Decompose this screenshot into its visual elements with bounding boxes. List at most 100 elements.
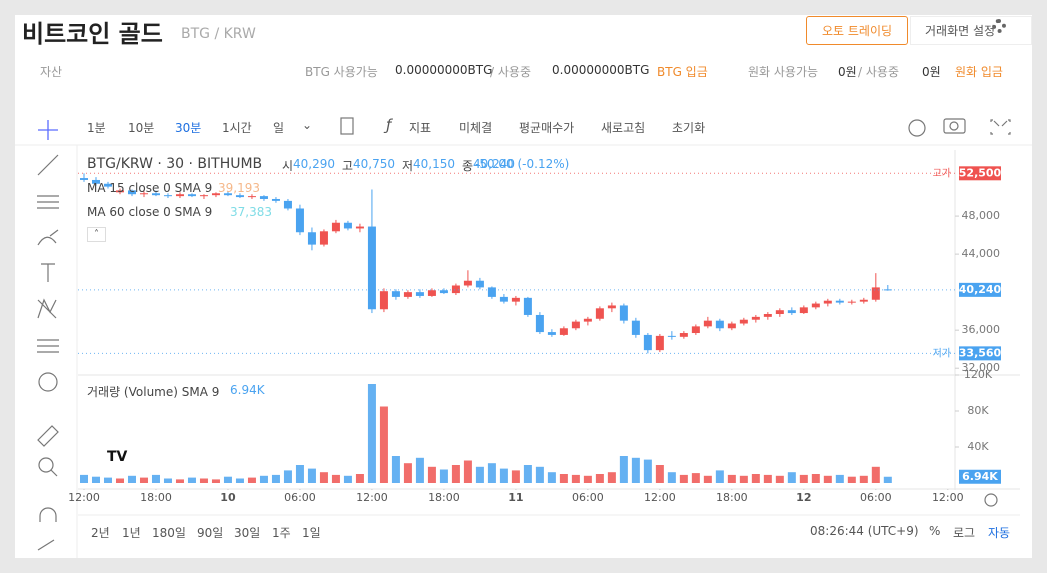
- interval-button[interactable]: 일: [273, 121, 285, 135]
- volume-legend-value: 6.94K: [230, 383, 265, 397]
- settings-button[interactable]: 거래화면 설정: [910, 16, 1033, 45]
- interval-button[interactable]: 1분: [87, 121, 106, 135]
- range-button[interactable]: 1일: [302, 526, 321, 540]
- x-tick-label: 11: [508, 491, 523, 504]
- candle-body: [451, 285, 460, 294]
- interval-button[interactable]: 1시간: [222, 121, 252, 135]
- volume-bar: [115, 478, 124, 483]
- btg-available-label: BTG 사용가능: [305, 65, 378, 79]
- x-tick-label: 10: [220, 491, 236, 504]
- volume-label-box: [959, 469, 1001, 484]
- volume-bar: [691, 473, 700, 483]
- volume-bar: [775, 475, 784, 483]
- x-tick-label: 18:00: [716, 491, 748, 504]
- candle-body: [667, 335, 676, 337]
- candle-body: [127, 190, 136, 195]
- collapse-button[interactable]: ˄: [87, 227, 106, 242]
- volume-bar: [703, 475, 712, 483]
- auto-trading-button[interactable]: 오토 트레이딩: [806, 16, 909, 45]
- range-button[interactable]: 1주: [272, 526, 291, 540]
- volume-bar: [175, 479, 184, 483]
- x-axis: [83, 489, 949, 490]
- volume-bar: [655, 465, 664, 483]
- volume-bar: [787, 472, 796, 483]
- candle-body: [415, 292, 424, 296]
- indicator-button[interactable]: 지표: [409, 121, 432, 135]
- volume-bar: [523, 465, 532, 483]
- volume-bar: [475, 466, 484, 483]
- candle-body: [187, 194, 196, 197]
- volume-bar: [799, 474, 808, 483]
- btg-deposit[interactable]: BTG 입금: [657, 65, 708, 79]
- title: 비트코인 골드: [22, 20, 163, 48]
- price-label-box: [959, 346, 1001, 361]
- volume-bar: [631, 457, 640, 483]
- candle-body: [739, 319, 748, 324]
- volume-bar: [499, 468, 508, 483]
- candle-body: [403, 292, 412, 297]
- volume-bar: [607, 472, 616, 483]
- volume-bar: [79, 474, 88, 483]
- volume-bar: [163, 478, 172, 483]
- candle-body: [847, 301, 856, 303]
- candle-body: [295, 208, 304, 233]
- ohlc-label: 시: [282, 159, 294, 173]
- scale-option[interactable]: %: [929, 524, 941, 538]
- ohlc-label: 저: [402, 159, 414, 173]
- candle-body: [571, 321, 580, 329]
- candle-body: [715, 320, 724, 329]
- candle-body: [691, 326, 700, 334]
- tool-icons[interactable]: [38, 120, 58, 140]
- volume-bar: [127, 475, 136, 483]
- volume-bar: [355, 474, 364, 483]
- volume-bar: [463, 460, 472, 483]
- y-tick-label: 48,000: [962, 209, 1001, 222]
- candle-body: [235, 195, 244, 198]
- indicator-name: MA 15 close 0 SMA 9: [87, 181, 213, 195]
- candle-body: [331, 222, 340, 232]
- toolbar-button[interactable]: 새로고침: [601, 121, 646, 135]
- candle-body: [835, 300, 844, 303]
- range-button[interactable]: 1년: [122, 526, 141, 540]
- toolbar-button[interactable]: 미체결: [459, 121, 493, 135]
- price-line-name: 고가: [933, 167, 951, 179]
- candle-body: [643, 334, 652, 351]
- x-tick-label: 06:00: [860, 491, 892, 504]
- fx-icon: ƒ: [386, 116, 392, 134]
- tool-icons[interactable]: [37, 117, 1011, 551]
- interval-button[interactable]: 10분: [128, 121, 155, 135]
- ohlc-label: 고: [342, 159, 354, 173]
- candle-body: [679, 333, 688, 337]
- toolbar-button[interactable]: 평균매수가: [519, 121, 575, 135]
- volume-tick-label: 120K: [964, 368, 993, 381]
- range-button[interactable]: 90일: [197, 526, 224, 540]
- logo: TV: [107, 449, 128, 465]
- range-button[interactable]: 180일: [152, 526, 186, 540]
- toolbar-button[interactable]: 초기화: [672, 121, 706, 135]
- candle-body: [595, 308, 604, 319]
- plot-area: [79, 173, 892, 483]
- volume-bar: [403, 463, 412, 483]
- x-tick-label: 06:00: [284, 491, 316, 504]
- candle-body: [439, 290, 448, 294]
- x-tick-label: 18:00: [428, 491, 460, 504]
- scale-option[interactable]: 자동: [988, 526, 1011, 540]
- x-tick-label: 12:00: [68, 491, 100, 504]
- krw-deposit[interactable]: 원화 입금: [955, 65, 1003, 79]
- volume-bar: [715, 470, 724, 483]
- candle-body: [607, 305, 616, 309]
- range-button[interactable]: 2년: [91, 526, 110, 540]
- volume-bar: [847, 476, 856, 483]
- indicator-value: 39,193: [218, 181, 260, 195]
- volume-bar: [571, 474, 580, 483]
- interval-button[interactable]: 30분: [175, 121, 202, 135]
- candle-body: [583, 318, 592, 322]
- candle-body: [799, 307, 808, 314]
- candle-body: [751, 316, 760, 320]
- range-button[interactable]: 30일: [234, 526, 261, 540]
- volume-bar: [439, 469, 448, 483]
- scale-option[interactable]: 로그: [953, 526, 976, 540]
- volume-bar: [139, 477, 148, 483]
- volume-bar: [427, 466, 436, 483]
